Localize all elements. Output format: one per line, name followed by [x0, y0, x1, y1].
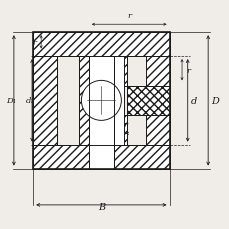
Text: r: r — [32, 39, 36, 47]
Text: d₁: d₁ — [26, 97, 35, 105]
Polygon shape — [33, 57, 57, 145]
Polygon shape — [33, 145, 169, 169]
Polygon shape — [145, 57, 169, 86]
Polygon shape — [113, 57, 127, 86]
Circle shape — [81, 81, 121, 121]
Text: B: B — [97, 202, 104, 211]
Text: D: D — [211, 96, 218, 105]
Polygon shape — [113, 116, 127, 145]
Polygon shape — [78, 57, 88, 145]
Text: r: r — [185, 66, 189, 74]
Polygon shape — [127, 86, 169, 116]
Text: D₁: D₁ — [6, 97, 16, 105]
Polygon shape — [113, 57, 124, 145]
Polygon shape — [33, 33, 169, 57]
Text: r: r — [127, 12, 131, 20]
Polygon shape — [88, 57, 113, 169]
Polygon shape — [145, 116, 169, 145]
Text: r: r — [123, 121, 127, 129]
Text: d: d — [190, 96, 196, 105]
